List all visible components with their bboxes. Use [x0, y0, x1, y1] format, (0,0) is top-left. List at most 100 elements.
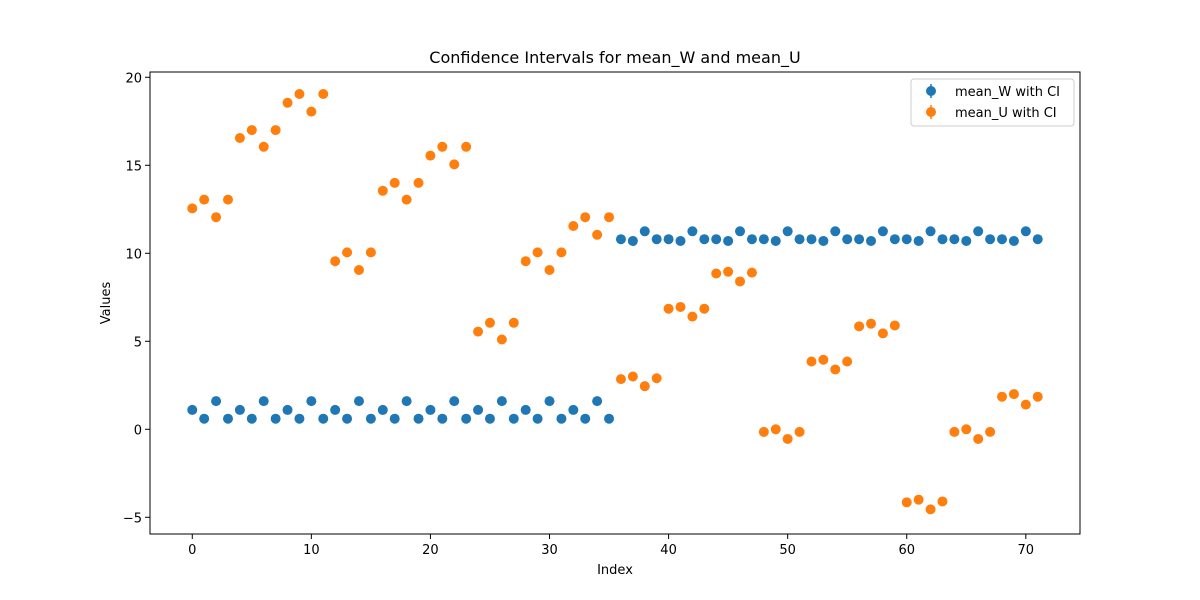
mean-u-point — [234, 133, 245, 143]
mean-w-point — [711, 234, 722, 245]
mean-w-point — [449, 396, 460, 407]
mean-u-point — [1032, 391, 1043, 402]
mean-w-point — [532, 413, 543, 424]
mean-u-point — [568, 221, 579, 231]
mean-w-point — [639, 226, 650, 237]
mean-w-point — [806, 234, 817, 245]
mean-u-point — [556, 247, 567, 258]
mean-w-point — [294, 413, 305, 424]
x-tick-label: 60 — [898, 543, 915, 558]
x-tick-label: 0 — [188, 543, 196, 558]
mean-u-point — [389, 177, 400, 188]
mean-w-point — [461, 413, 472, 424]
x-axis: 0 10 20 30 40 50 60 70 — [188, 534, 1034, 558]
mean-w-point — [437, 413, 448, 424]
mean-w-point — [544, 396, 555, 407]
mean-w-point — [413, 413, 424, 424]
mean-u-point — [675, 301, 686, 312]
mean-w-point — [199, 413, 210, 424]
mean-w-point — [913, 235, 924, 246]
mean-u-point — [377, 185, 388, 196]
mean-u-point — [877, 328, 888, 339]
legend-marker-mean-u — [926, 107, 936, 117]
y-tick-label: 0 — [134, 423, 142, 438]
mean-w-point — [234, 404, 245, 415]
mean-w-point — [1020, 226, 1031, 237]
mean-u-point — [425, 150, 436, 161]
mean-w-point — [580, 413, 591, 424]
mean-w-point — [687, 226, 698, 237]
y-tick-label: 10 — [125, 247, 142, 262]
mean-w-point — [425, 404, 436, 415]
mean-w-point — [651, 234, 662, 245]
x-tick-label: 50 — [779, 543, 796, 558]
mean-w-point — [353, 396, 364, 407]
mean-u-point — [794, 426, 805, 437]
mean-w-point — [842, 234, 853, 245]
mean-w-point — [377, 404, 388, 415]
mean-u-point — [663, 303, 674, 314]
mean-u-point — [687, 311, 698, 322]
mean-w-point — [365, 413, 376, 424]
mean-u-point — [925, 504, 936, 515]
mean-u-point — [580, 212, 591, 223]
mean-w-point — [496, 396, 507, 407]
mean-w-point — [1008, 235, 1019, 246]
mean-w-point — [627, 235, 638, 246]
mean-w-point — [758, 234, 769, 245]
mean-u-point — [973, 433, 984, 444]
mean-w-point — [937, 234, 948, 245]
mean-u-point — [473, 326, 484, 337]
mean-w-point — [187, 404, 198, 415]
mean-w-point — [604, 413, 615, 424]
y-axis: −5 0 5 10 15 20 — [123, 71, 150, 526]
mean-w-point — [699, 234, 710, 245]
mean-w-point — [342, 413, 353, 424]
mean-w-point — [258, 396, 269, 407]
mean-u-point — [651, 373, 662, 384]
mean-u-point — [985, 426, 996, 437]
mean-u-point — [1020, 399, 1031, 410]
legend: mean_W with CI mean_U with CI — [910, 78, 1075, 127]
mean-u-point — [532, 247, 543, 258]
mean-u-point — [544, 265, 555, 275]
plot-area — [149, 71, 1081, 535]
mean-w-point — [520, 404, 531, 415]
mean-u-point — [258, 141, 269, 152]
mean-w-point — [877, 226, 888, 237]
y-tick-label: −5 — [123, 511, 142, 526]
mean-u-point — [353, 265, 364, 275]
mean-u-point — [508, 317, 519, 328]
mean-u-point — [723, 266, 734, 277]
legend-item-mean-u: mean_U with CI — [926, 105, 1057, 121]
mean-w-point — [961, 235, 972, 246]
y-tick-label: 15 — [125, 159, 142, 174]
y-axis-label: Values — [99, 282, 114, 325]
mean-w-point — [985, 234, 996, 245]
mean-u-point — [782, 433, 793, 444]
mean-w-point — [866, 235, 877, 246]
mean-u-point — [866, 318, 877, 329]
mean-w-point — [222, 413, 233, 424]
mean-u-point — [699, 303, 710, 314]
mean-u-point — [854, 321, 865, 332]
mean-w-point — [282, 404, 293, 415]
mean-u-point — [413, 177, 424, 188]
mean-u-point — [1008, 389, 1019, 400]
mean-w-point — [794, 234, 805, 245]
mean-w-point — [723, 235, 734, 246]
legend-item-mean-w: mean_W with CI — [926, 84, 1060, 100]
mean-u-point — [270, 125, 281, 136]
mean-w-point — [389, 413, 400, 424]
mean-w-point — [782, 226, 793, 237]
mean-u-point — [496, 334, 507, 345]
mean-u-point — [187, 203, 198, 214]
mean-w-point — [770, 235, 781, 246]
mean-u-point — [306, 106, 317, 117]
mean-u-point — [592, 229, 603, 240]
mean-u-point — [997, 391, 1008, 402]
mean-w-point — [211, 396, 222, 407]
legend-box — [910, 78, 1075, 127]
mean-w-point — [473, 404, 484, 415]
